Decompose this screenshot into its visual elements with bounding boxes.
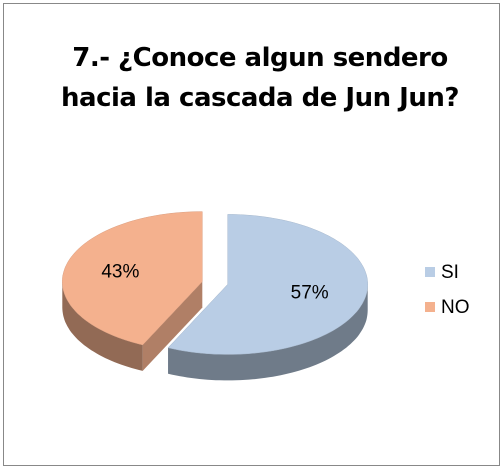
slice: [62, 211, 203, 346]
legend-swatch: [425, 302, 435, 312]
legend-swatch: [425, 267, 435, 277]
legend-label: SI: [441, 262, 459, 283]
slice-side: [62, 281, 143, 371]
slice: [167, 214, 368, 355]
chart-title: 7.- ¿Conoce algun sendero hacia la casca…: [61, 43, 459, 113]
legend-label: NO: [441, 297, 470, 318]
slice-side: [168, 284, 368, 381]
slice-cut-face: [142, 281, 203, 371]
data-label: 57%: [291, 283, 329, 304]
data-label: 43%: [101, 261, 139, 282]
